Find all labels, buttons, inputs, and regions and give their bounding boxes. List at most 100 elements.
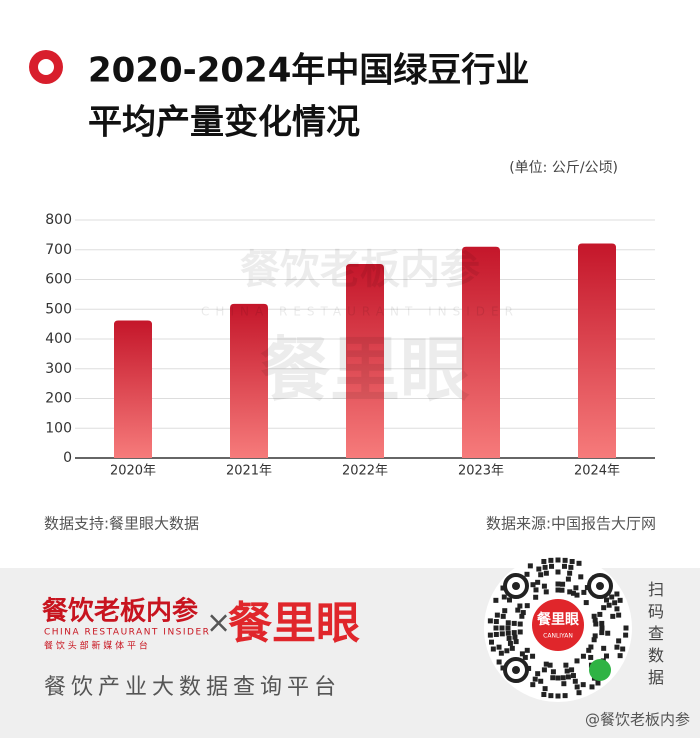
qr-dot [562, 693, 568, 699]
qr-dot [547, 662, 553, 668]
qr-dot [610, 613, 616, 619]
qr-dot [589, 684, 595, 690]
qr-dot [560, 675, 566, 681]
qr-eye [512, 666, 520, 674]
x-tick-label: 2022年 [342, 464, 388, 479]
qr-dot [505, 620, 511, 626]
qr-dot [487, 618, 493, 624]
qr-dot [507, 597, 513, 603]
qr-dot [541, 558, 547, 564]
qr-dot [599, 630, 605, 636]
qr-dot [614, 644, 620, 650]
qr-dot [570, 590, 576, 596]
qr-dot [603, 597, 609, 603]
qr-dot [591, 637, 597, 643]
times: × [206, 606, 231, 641]
y-tick-label: 600 [45, 272, 72, 288]
qr-dot [565, 576, 571, 582]
qr-dot [499, 631, 505, 637]
qr-dot [576, 690, 582, 696]
y-tick-label: 100 [45, 420, 72, 436]
qr-dot [605, 630, 611, 636]
qr-dot [593, 621, 599, 627]
qr-dot [586, 647, 592, 653]
plot: 0 100 200 300 400 500 600 700 800 2020年 2021年 2022年… [45, 212, 655, 479]
qr-dot [502, 608, 508, 614]
qr-dot [515, 607, 521, 613]
qr-dot [532, 676, 538, 682]
y-tick-label: 800 [45, 212, 72, 228]
qr-dot [541, 667, 547, 673]
qr-dot [569, 558, 575, 564]
qr-dot [490, 646, 496, 652]
tagline: 餐饮产业大数据查询平台 [44, 675, 341, 700]
qr-dot [609, 594, 615, 600]
qr-dot [588, 644, 594, 650]
qr-dot [564, 668, 570, 674]
qr-dot [517, 629, 523, 635]
qr-dot [493, 619, 499, 625]
qr-dot [555, 581, 561, 587]
qr-dot [555, 569, 561, 575]
bar [346, 264, 384, 458]
qr-dot [488, 639, 494, 645]
qr-dot [533, 587, 539, 593]
qr-dot [511, 630, 517, 636]
qr-dot [504, 648, 510, 654]
qr-dot [588, 654, 594, 660]
qr-dot [501, 594, 507, 600]
qr-dot [562, 557, 568, 563]
x-tick-label: 2020年 [110, 464, 156, 479]
qr-dot [524, 571, 530, 577]
qr-dot [601, 645, 607, 651]
title-line: 2020-2024年中国绿豆行业 [88, 51, 529, 91]
qr-dot [509, 645, 515, 651]
qr-dot [535, 579, 541, 585]
qr-dot [548, 557, 554, 563]
scan: 扫码查数据 [648, 580, 664, 687]
bar [230, 303, 268, 458]
qr-dot [543, 589, 549, 595]
qr-dot [623, 625, 629, 631]
qr-dot [597, 611, 603, 617]
qr-dot [506, 635, 512, 641]
qr-dot [567, 570, 573, 576]
y-tick-label: 500 [45, 301, 72, 317]
qr-dot [500, 585, 506, 591]
qr-dot [535, 671, 541, 677]
title-icon-hole [38, 59, 54, 75]
qr-dot [592, 617, 598, 623]
qr-dot [555, 557, 561, 563]
qr-dot [576, 560, 582, 566]
qr-dot [555, 693, 561, 699]
qr-dot [561, 681, 567, 687]
qr-eye [512, 582, 520, 590]
qr-dot [498, 650, 504, 656]
qr-dot [487, 632, 493, 638]
unit: (单位: 公斤/公顷) [509, 160, 618, 176]
qr-dot [541, 583, 547, 589]
qr-dot [538, 572, 544, 578]
qr-dot [517, 621, 523, 627]
qr-dot [614, 591, 620, 597]
qr-dot [543, 661, 549, 667]
qr-dot [617, 653, 623, 659]
qr-dot [574, 658, 580, 664]
qr-dot [520, 610, 526, 616]
qr-eye [596, 582, 604, 590]
partner: 餐里眼 [228, 598, 360, 649]
qr-dot [580, 653, 586, 659]
qr-dot [616, 638, 622, 644]
watermark: CHINA RESTAURANT INSIDER [201, 305, 519, 319]
qr-dot [493, 625, 499, 631]
qr-dot [524, 603, 530, 609]
bar [578, 243, 616, 458]
qr-dot [555, 675, 561, 681]
qr-dot [580, 682, 586, 688]
qr-dot [591, 613, 597, 619]
qr-dot [581, 589, 587, 595]
qr-dot [565, 674, 571, 680]
qr-dot [494, 612, 500, 618]
qr-dot [513, 639, 519, 645]
